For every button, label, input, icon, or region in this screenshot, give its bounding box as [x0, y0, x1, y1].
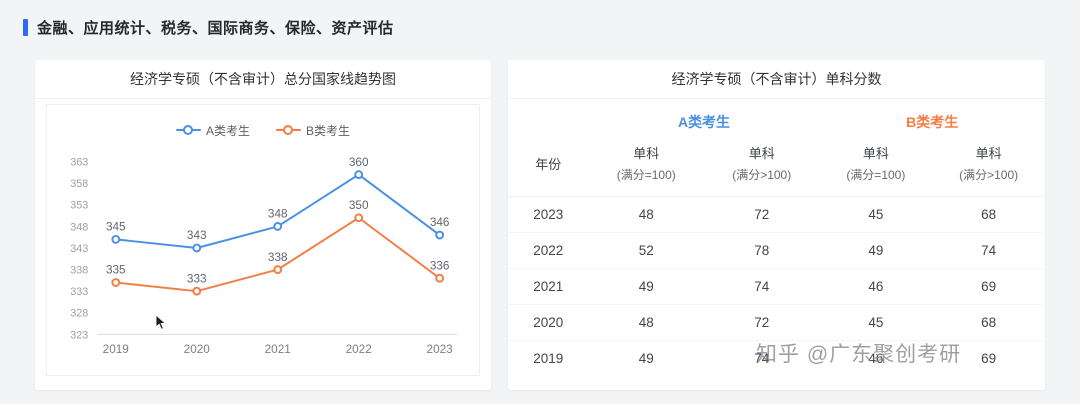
table-row: 2020 48 72 45 68: [508, 304, 1045, 341]
svg-text:350: 350: [349, 199, 369, 212]
svg-text:328: 328: [70, 308, 88, 320]
legend-label: B类考生: [306, 123, 351, 138]
svg-text:345: 345: [106, 221, 126, 234]
trend-line-chart-svg: 323 328 333 338 343 348 353 358 363 2019 2020 2021 2…: [70, 156, 458, 356]
column-header-sub: (满分=100): [616, 168, 676, 182]
score-table-card: 经济学专硕（不含审计）单科分数 A类考生 B类考生 年份 单科: [508, 60, 1045, 390]
svg-text:333: 333: [187, 272, 207, 285]
chart-box: A类考生 B类考生 323 328 333 338 343 348 353 358 363 2019…: [46, 104, 480, 376]
legend-item-b[interactable]: B类考生: [276, 118, 350, 142]
trend-line-chart: 323 328 333 338 343 348 353 358 363 2019 2020 2021 2…: [47, 142, 479, 373]
column-header-main: 单科: [748, 146, 775, 161]
column-header-a2: 单科 (满分>100): [704, 141, 820, 197]
column-header-a1: 单科 (满分=100): [588, 141, 704, 197]
svg-text:336: 336: [430, 259, 450, 272]
svg-text:333: 333: [70, 286, 88, 298]
svg-text:2022: 2022: [346, 343, 372, 356]
score-cell-b1: 46: [819, 268, 933, 305]
group-header-a: A类考生: [677, 114, 731, 130]
svg-text:358: 358: [70, 178, 88, 190]
svg-text:360: 360: [349, 156, 369, 169]
legend-marker-icon: [175, 125, 201, 136]
score-cell-b1: 45: [819, 304, 933, 341]
page-title: 金融、应用统计、税务、国际商务、保险、资产评估: [37, 20, 394, 37]
header-accent-bar: [23, 19, 28, 36]
group-header-spacer: [508, 99, 589, 141]
year-cell: 2022: [508, 232, 589, 269]
score-cell-b2: 69: [932, 268, 1045, 305]
score-cell-a1: 49: [638, 351, 654, 366]
column-header-b1: 单科 (满分=100): [819, 141, 933, 197]
table-row: 2023 48 72 45 68: [508, 196, 1045, 233]
group-header-b: B类考生: [906, 114, 959, 130]
score-cell-b2: 74: [932, 232, 1045, 269]
year-cell: 2019: [533, 351, 564, 366]
svg-text:2023: 2023: [427, 343, 454, 356]
column-header-main: 单科: [633, 146, 660, 161]
svg-text:2021: 2021: [265, 343, 291, 356]
svg-text:348: 348: [268, 208, 288, 221]
score-cell-a2: 74: [704, 268, 820, 305]
year-cell: 2021: [508, 268, 589, 305]
column-header-sub: (满分>100): [732, 168, 792, 182]
table-column-header-row: 年份 单科 (满分=100) 单科 (满分>100) 单科 (满分=100): [508, 141, 1045, 197]
score-cell-a2: 78: [704, 232, 820, 269]
chart-legend: A类考生 B类考生: [47, 105, 479, 142]
score-cell-a2: 72: [704, 196, 820, 233]
column-header-main: 单科: [975, 146, 1002, 161]
svg-text:348: 348: [70, 221, 88, 233]
svg-text:2019: 2019: [103, 343, 129, 356]
svg-text:323: 323: [70, 329, 88, 341]
score-cell-b2: 68: [932, 304, 1045, 341]
legend-label: A类考生: [205, 123, 250, 138]
svg-text:346: 346: [430, 216, 450, 229]
column-header-sub: (满分>100): [959, 168, 1019, 182]
score-cell-b2: 68: [932, 196, 1045, 233]
chart-card-title: 经济学专硕（不含审计）总分国家线趋势图: [35, 60, 491, 99]
score-cell-b1: 49: [819, 232, 933, 269]
table-card-title: 经济学专硕（不含审计）单科分数: [508, 60, 1045, 99]
svg-text:353: 353: [70, 200, 88, 212]
column-header-b2: 单科 (满分>100): [932, 141, 1045, 197]
legend-marker-icon: [276, 125, 301, 136]
svg-text:363: 363: [70, 157, 88, 169]
score-cell-a1: 48: [588, 304, 704, 341]
trend-chart-card: 经济学专硕（不含审计）总分国家线趋势图 A类考生 B类考生 323 328 333 33…: [35, 60, 491, 390]
column-header-year: 年份: [508, 141, 589, 197]
score-cell-a2: 74: [754, 351, 770, 366]
score-cell-a1: 52: [588, 232, 704, 269]
svg-text:338: 338: [268, 251, 288, 264]
column-header-main: 单科: [862, 146, 889, 161]
year-cell: 2023: [508, 196, 589, 233]
svg-text:2020: 2020: [184, 343, 211, 356]
year-cell: 2020: [508, 304, 589, 341]
svg-text:343: 343: [187, 229, 207, 242]
score-cell-a1: 48: [588, 196, 704, 233]
page-header: 金融、应用统计、税务、国际商务、保险、资产评估: [23, 17, 394, 38]
cards-container: 经济学专硕（不含审计）总分国家线趋势图 A类考生 B类考生 323 328 333 33…: [35, 60, 1045, 390]
legend-item-a[interactable]: A类考生: [175, 118, 250, 142]
svg-text:343: 343: [70, 243, 88, 255]
column-header-sub: (满分=100): [846, 168, 906, 182]
score-table: A类考生 B类考生 年份 单科 (满分=100) 单科 (满分>100): [508, 99, 1045, 376]
svg-text:338: 338: [70, 265, 88, 277]
score-cell-b1: 46: [868, 351, 884, 366]
table-row: 2021 49 74 46 69: [508, 268, 1045, 305]
score-cell-a1: 49: [588, 268, 704, 305]
score-cell-b1: 45: [819, 196, 933, 233]
table-row: 2022 52 78 49 74: [508, 232, 1045, 269]
table-row: 2019 49 74 46 69: [508, 341, 1045, 377]
score-cell-a2: 72: [704, 304, 820, 341]
svg-text:335: 335: [106, 264, 126, 277]
table-group-header-row: A类考生 B类考生: [508, 99, 1045, 141]
score-cell-b2: 69: [981, 351, 997, 366]
